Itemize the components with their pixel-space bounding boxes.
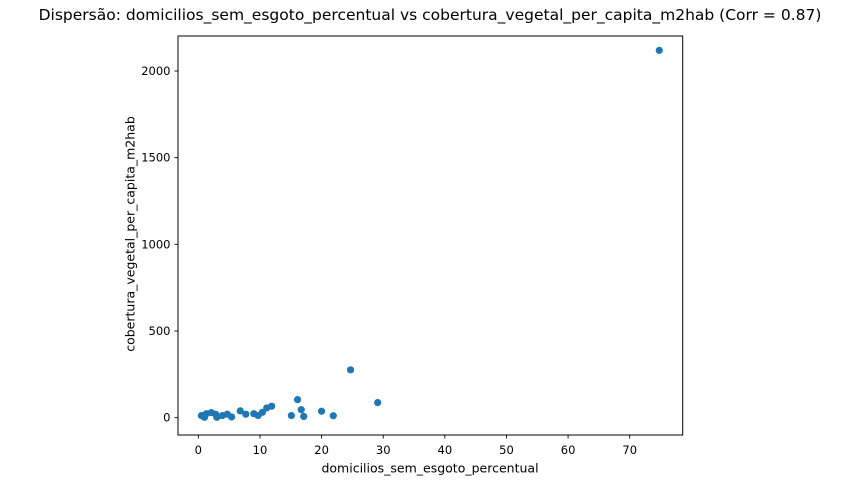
x-tick-label: 10 — [253, 443, 268, 457]
data-point — [297, 406, 305, 414]
y-tick-label: 0 — [163, 411, 170, 425]
x-axis-label: domicilios_sem_esgoto_percentual — [321, 460, 539, 476]
data-point — [346, 366, 355, 374]
x-tick-label: 0 — [195, 443, 202, 457]
x-tick-label: 50 — [499, 443, 514, 457]
y-axis-label: cobertura_vegetal_per_capita_m2hab — [122, 116, 138, 352]
data-point — [268, 402, 276, 410]
x-tick-label: 30 — [376, 443, 391, 457]
data-point — [655, 46, 663, 54]
data-point — [213, 413, 221, 421]
x-tick-label: 40 — [438, 443, 453, 457]
x-tick-label: 70 — [622, 443, 637, 457]
x-tick-label: 20 — [314, 443, 329, 457]
data-point — [374, 398, 382, 407]
data-point — [317, 407, 326, 415]
data-point — [287, 411, 295, 420]
y-tick-label: 1500 — [141, 151, 170, 165]
data-point — [242, 410, 250, 418]
data-point — [329, 412, 337, 420]
y-tick-label: 500 — [149, 324, 171, 338]
y-tick-label: 2000 — [141, 64, 170, 78]
data-point — [236, 407, 244, 415]
x-tick-label: 60 — [561, 443, 576, 457]
y-tick-label: 1000 — [141, 237, 170, 251]
data-point — [228, 413, 236, 421]
axes-box — [177, 35, 684, 436]
chart-title: Dispersão: domicilios_sem_esgoto_percent… — [38, 6, 822, 24]
data-point — [293, 396, 302, 404]
data-point — [300, 412, 308, 421]
